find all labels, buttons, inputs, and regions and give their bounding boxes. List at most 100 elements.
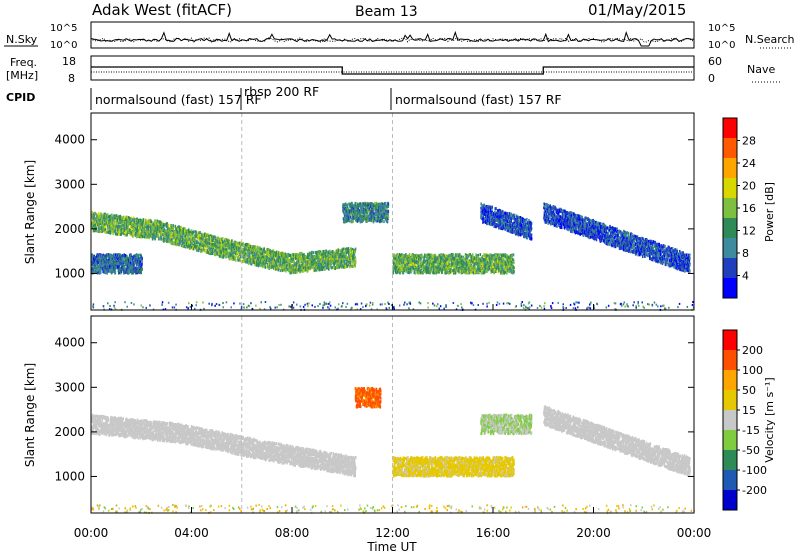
power-echo-cell [127, 218, 129, 222]
search-noise-trace [90, 37, 695, 43]
power-echo-cell [320, 268, 322, 272]
power-echo-cell [275, 258, 278, 262]
power-echo-cell [283, 264, 286, 268]
power-echo-cell [325, 259, 328, 263]
power-echo-cell [277, 255, 280, 259]
power-echo-cell [193, 230, 195, 234]
power-echo-cell [273, 267, 276, 271]
power-echo-cell [337, 265, 339, 269]
power-echo-cell [328, 254, 330, 257]
power-echo-cell [247, 243, 250, 247]
power-echo-cell [268, 248, 270, 252]
power-echo-cell [354, 261, 357, 265]
nave-tick-bottom: 0 [708, 72, 715, 85]
freq-label-line2: [MHz] [6, 69, 38, 82]
power-echo-cell [109, 223, 112, 227]
power-echo-cell [211, 252, 214, 255]
power-echo-cell [176, 241, 178, 245]
power-echo-cell [217, 236, 219, 240]
noise-right-label: N.Search [745, 33, 795, 46]
power-echo-cell [128, 227, 130, 231]
power-echo-cell [119, 214, 122, 218]
power-echo-cell [232, 255, 234, 259]
power-echo-cell [169, 240, 171, 244]
power-echo-cell [208, 241, 210, 245]
power-echo-cell [297, 262, 300, 266]
power-echo-cell [281, 268, 284, 272]
power-echo-cell [255, 251, 258, 255]
power-echo-cell [250, 248, 252, 252]
power-echo-cell [315, 253, 318, 257]
power-echo-cell [277, 254, 279, 257]
power-echo-cell [132, 234, 134, 238]
power-echo-cell [192, 245, 195, 249]
power-echo-cell [277, 258, 279, 262]
power-echo-cell [157, 234, 159, 238]
power-echo-cell [268, 251, 270, 255]
freq-tick-bottom: 8 [68, 72, 75, 85]
noise-left-tick-bottom: 10^0 [50, 40, 77, 51]
power-echo-cell [290, 269, 292, 273]
power-echo-cell [254, 256, 257, 259]
power-echo-cell [116, 225, 118, 228]
power-echo-cell [151, 235, 154, 239]
power-echo-cell [169, 230, 171, 234]
power-echo-cell [207, 233, 209, 237]
power-echo-cell [202, 237, 204, 241]
power-echo-cell [263, 252, 265, 256]
power-echo-cell [190, 229, 193, 233]
power-echo-cell [229, 240, 232, 244]
power-echo-cell [216, 251, 219, 254]
power-echo-cell [138, 234, 141, 238]
power-echo-cell [301, 266, 303, 270]
power-echo-cell [118, 232, 121, 236]
power-echo-cell [271, 250, 273, 254]
power-echo-cell [288, 269, 290, 273]
power-echo-cell [384, 201, 387, 205]
power-echo-cell [421, 255, 424, 259]
power-echo-cell [341, 262, 343, 266]
power-echo-cell [268, 254, 270, 258]
power-echo-cell [217, 248, 219, 252]
power-echo-cell [309, 258, 312, 262]
power-echo-cell [149, 224, 152, 228]
power-echo-cell [295, 265, 298, 269]
power-echo-cell [92, 212, 95, 216]
power-echo-cell [305, 257, 308, 261]
power-echo-cell [106, 229, 109, 233]
power-echo-cell [336, 257, 338, 261]
power-echo-cell [93, 221, 96, 225]
noise-panel-frame [90, 21, 695, 49]
power-echo-cell [317, 264, 320, 268]
power-echo-cell [281, 264, 283, 267]
power-echo-cell [299, 261, 301, 265]
power-echo-cell [226, 249, 229, 253]
power-echo-cell [207, 250, 209, 254]
power-echo-cell [283, 257, 285, 261]
power-echo-cell [192, 230, 194, 234]
power-echo-cell [205, 251, 208, 254]
power-echo-cell [296, 261, 299, 265]
power-echo-cell [326, 261, 328, 265]
power-echo-cell [214, 236, 217, 240]
power-echo-cell [319, 263, 321, 267]
power-echo-cell [299, 270, 301, 274]
sky-noise-trace [90, 30, 694, 47]
power-echo-cell [111, 225, 114, 229]
power-echo-cell [238, 247, 240, 251]
power-echo-cell [107, 230, 110, 234]
power-echo-cell [126, 224, 128, 228]
power-echo-cell [91, 221, 94, 225]
power-echo-cell [221, 248, 223, 252]
power-echo-cell [122, 221, 124, 225]
power-echo-cell [319, 250, 322, 254]
power-echo-cell [210, 239, 212, 243]
power-echo-cell [192, 243, 195, 247]
power-echo-cell [91, 226, 94, 229]
power-echo-cell [129, 228, 132, 232]
power-echo-cell [147, 228, 150, 232]
power-echo-cell [305, 255, 307, 259]
power-echo-cell [105, 231, 107, 234]
power-echo-cell [287, 255, 289, 258]
power-echo-cell [177, 230, 179, 234]
